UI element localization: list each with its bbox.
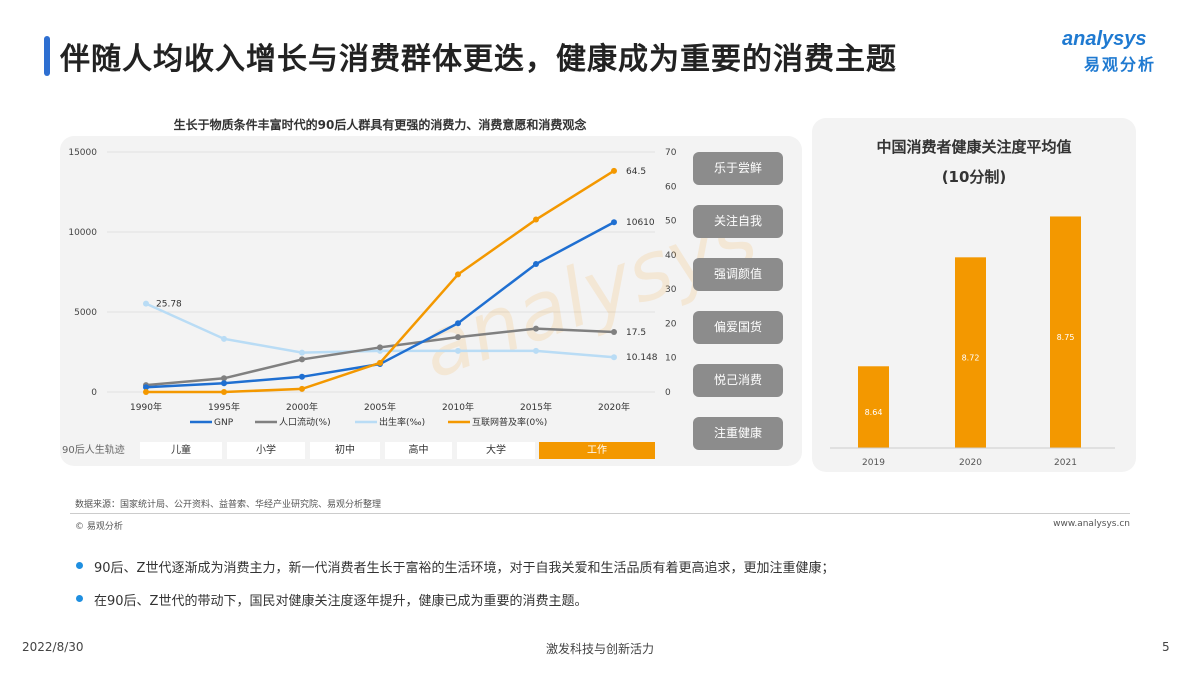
x-tick: 2015年 bbox=[520, 401, 552, 413]
line-chart-title: 生长于物质条件丰富时代的90后人群具有更强的消费力、消费意愿和消费观念 bbox=[173, 118, 587, 132]
x-tick: 2000年 bbox=[286, 401, 318, 413]
data-point bbox=[221, 335, 227, 342]
tag-button: 乐于尝鲜 bbox=[693, 152, 783, 185]
life-stage: 儿童 bbox=[140, 442, 222, 459]
data-point bbox=[455, 271, 461, 278]
y-tick-right: 60 bbox=[665, 182, 677, 192]
x-tick: 2010年 bbox=[442, 401, 474, 413]
data-point bbox=[299, 356, 305, 363]
data-point bbox=[533, 325, 539, 332]
data-point bbox=[299, 385, 305, 392]
bar-label: 8.75 bbox=[1057, 333, 1075, 342]
bar-x-tick: 2019 bbox=[862, 458, 885, 468]
y-tick-right: 10 bbox=[665, 354, 677, 364]
logo-text: analysys bbox=[1062, 28, 1147, 50]
divider bbox=[70, 513, 1130, 514]
y-tick-left: 10000 bbox=[68, 228, 97, 238]
start-label: 25.78 bbox=[156, 300, 182, 310]
data-point bbox=[611, 354, 617, 361]
data-point bbox=[533, 347, 539, 354]
data-point bbox=[611, 167, 617, 174]
data-point bbox=[143, 384, 149, 391]
y-tick-left: 0 bbox=[91, 388, 97, 398]
slogan: 激发科技与创新活力 bbox=[545, 642, 654, 656]
line-chart-panel bbox=[60, 136, 802, 466]
bar-x-tick: 2021 bbox=[1054, 458, 1077, 468]
bar-label: 8.64 bbox=[865, 408, 883, 417]
legend-label: GNP bbox=[214, 418, 234, 428]
y-tick-left: 5000 bbox=[74, 308, 97, 318]
end-label: 10.148 bbox=[626, 353, 658, 363]
source-note: 数据来源：国家统计局、公开资料、益普索、华经产业研究院、易观分析整理 bbox=[75, 500, 382, 510]
tag-button: 偏爱国货 bbox=[693, 311, 783, 344]
bar-x-tick: 2020 bbox=[959, 458, 982, 468]
y-tick-right: 40 bbox=[665, 251, 677, 261]
data-point bbox=[299, 349, 305, 356]
data-point bbox=[377, 344, 383, 351]
y-tick-right: 70 bbox=[665, 148, 677, 158]
end-label: 10610 bbox=[626, 218, 655, 228]
bar-title-text: 中国消费者健康关注度平均值 bbox=[876, 138, 1072, 156]
tag-button: 悦己消费 bbox=[693, 364, 783, 397]
tag-button: 关注自我 bbox=[693, 205, 783, 238]
bar bbox=[1050, 216, 1081, 448]
bullet-item: 在90后、Z世代的带动下，国民对健康关注度逐年提升，健康已成为重要的消费主题。 bbox=[75, 590, 588, 609]
bar-chart-title: 中国消费者健康关注度平均值 (10分制) bbox=[812, 132, 1136, 192]
x-tick: 1990年 bbox=[130, 401, 162, 413]
data-point bbox=[533, 216, 539, 223]
data-point bbox=[143, 389, 149, 395]
bullet-text: 在90后、Z世代的带动下，国民对健康关注度逐年提升，健康已成为重要的消费主题。 bbox=[94, 594, 588, 609]
bullet-text: 90后、Z世代逐渐成为消费主力，新一代消费者生长于富裕的生活环境，对于自我关爱和… bbox=[94, 561, 835, 576]
life-stage: 工作 bbox=[539, 442, 655, 459]
data-point bbox=[455, 320, 461, 327]
page-title: 伴随人均收入增长与消费群体更迭，健康成为重要的消费主题 bbox=[60, 42, 897, 77]
legend-label: 出生率(‰) bbox=[379, 416, 425, 428]
x-tick: 2020年 bbox=[598, 401, 630, 413]
data-point bbox=[221, 389, 227, 395]
life-stage: 初中 bbox=[310, 442, 380, 459]
bullet-item: 90后、Z世代逐渐成为消费主力，新一代消费者生长于富裕的生活环境，对于自我关爱和… bbox=[75, 557, 835, 576]
data-point bbox=[299, 373, 305, 380]
bar-subtitle: (10分制) bbox=[941, 168, 1007, 186]
y-tick-right: 0 bbox=[665, 388, 671, 398]
y-tick-right: 20 bbox=[665, 319, 677, 329]
website: www.analysys.cn bbox=[1053, 519, 1130, 529]
end-label: 17.5 bbox=[626, 328, 646, 338]
bar-label: 8.72 bbox=[962, 354, 980, 363]
life-track-label: 90后人生轨迹 bbox=[62, 445, 125, 456]
life-stage: 小学 bbox=[227, 442, 305, 459]
end-label: 64.5 bbox=[626, 167, 646, 177]
date: 2022/8/30 bbox=[22, 640, 84, 654]
data-point bbox=[221, 375, 227, 382]
y-tick-right: 30 bbox=[665, 285, 677, 295]
data-point bbox=[377, 359, 383, 366]
data-point bbox=[611, 329, 617, 335]
y-tick-right: 50 bbox=[665, 217, 677, 227]
x-tick: 2005年 bbox=[364, 401, 396, 413]
tag-button: 强调颜值 bbox=[693, 258, 783, 291]
legend-label: 人口流动(%) bbox=[279, 416, 331, 428]
title-accent-bar bbox=[44, 36, 50, 76]
x-tick: 1995年 bbox=[208, 401, 240, 413]
bar bbox=[858, 366, 889, 448]
logo: analysys 易观分析 bbox=[1062, 28, 1182, 75]
y-tick-left: 15000 bbox=[68, 148, 97, 158]
data-point bbox=[533, 261, 539, 267]
page-number: 5 bbox=[1162, 640, 1170, 654]
life-stage: 高中 bbox=[385, 442, 452, 459]
data-point bbox=[455, 334, 461, 341]
data-point bbox=[143, 300, 149, 307]
copyright: © 易观分析 bbox=[75, 522, 123, 532]
tag-button: 注重健康 bbox=[693, 417, 783, 450]
logo-cn: 易观分析 bbox=[1084, 55, 1157, 74]
bar bbox=[955, 257, 986, 448]
legend-label: 互联网普及率(0%) bbox=[472, 416, 547, 428]
data-point bbox=[221, 380, 227, 387]
life-stage: 大学 bbox=[457, 442, 535, 459]
data-point bbox=[455, 347, 461, 354]
data-point bbox=[611, 219, 617, 226]
